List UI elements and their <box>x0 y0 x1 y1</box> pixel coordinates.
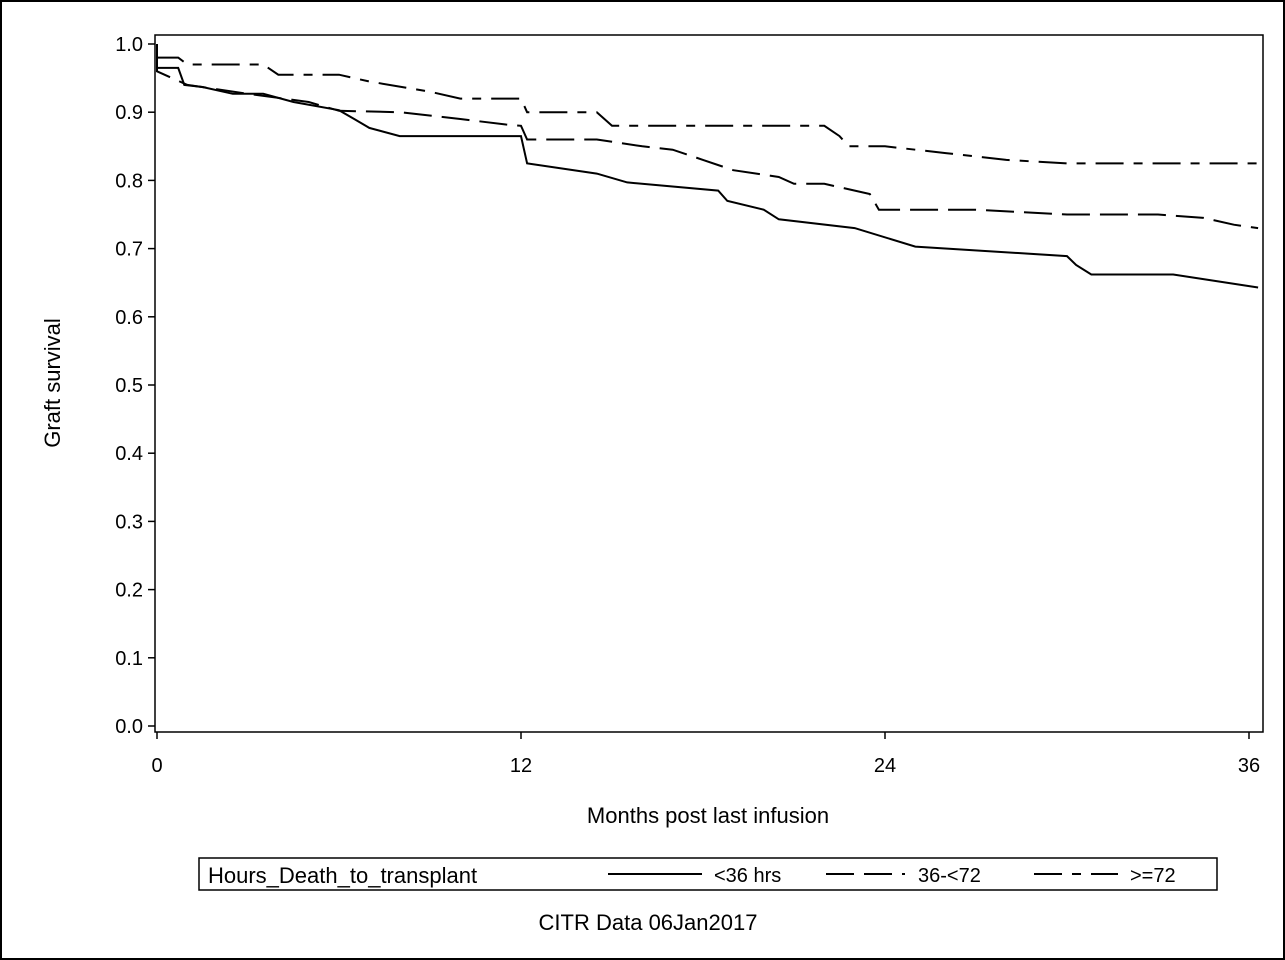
plot-area-border <box>154 34 1264 733</box>
footnote: CITR Data 06Jan2017 <box>539 910 758 935</box>
y-axis-label: Graft survival <box>40 318 65 448</box>
y-tick-label: 0.5 <box>115 375 143 397</box>
x-tick-label: 36 <box>1238 755 1260 777</box>
legend-items: <36 hrs 36-<72 >=72 <box>608 865 1176 887</box>
y-tick-label: 0.0 <box>115 716 143 738</box>
legend-title: Hours_Death_to_transplant <box>208 863 477 888</box>
x-axis-label: Months post last infusion <box>587 803 829 828</box>
y-axis: 0.0 0.1 0.2 0.3 0.4 0.5 0.6 0.7 0.8 0.9 1.0 <box>115 34 155 738</box>
legend: Hours_Death_to_transplant <36 hrs 36-<72 >… <box>198 857 1218 891</box>
y-tick-label: 0.3 <box>115 511 143 533</box>
x-axis: 0 12 24 36 <box>151 732 1260 777</box>
y-tick-label: 0.9 <box>115 102 143 124</box>
series-line-3 <box>157 56 1259 165</box>
x-tick-label: 0 <box>151 755 162 777</box>
y-tick-label: 1.0 <box>115 34 143 56</box>
series-line-2 <box>156 57 1259 230</box>
legend-label: >=72 <box>1130 865 1176 887</box>
legend-label: 36-<72 <box>918 865 981 887</box>
series-line-1 <box>156 44 1259 289</box>
y-tick-label: 0.7 <box>115 239 143 261</box>
y-tick-label: 0.2 <box>115 580 143 602</box>
y-tick-label: 0.6 <box>115 307 143 329</box>
y-tick-label: 0.8 <box>115 170 143 192</box>
legend-label: <36 hrs <box>714 865 781 887</box>
series-layer <box>156 44 1259 289</box>
x-tick-label: 12 <box>510 755 532 777</box>
y-tick-label: 0.4 <box>115 443 143 465</box>
x-tick-label: 24 <box>874 755 896 777</box>
y-tick-label: 0.1 <box>115 648 143 670</box>
